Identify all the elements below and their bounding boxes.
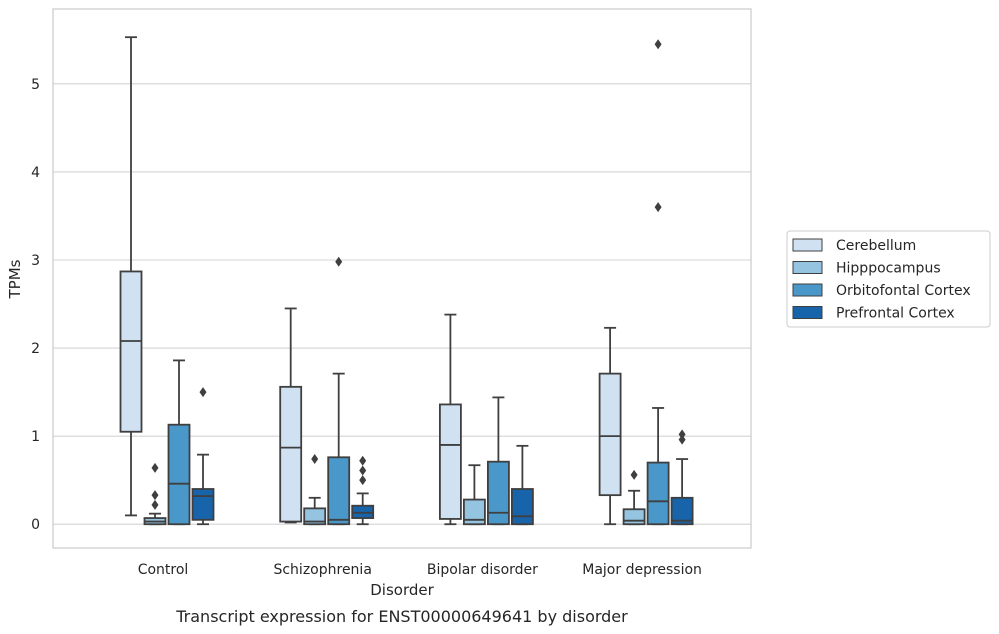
outlier-point [654,202,662,213]
y-tick-labels: 0 1 2 3 4 5 [31,77,40,533]
y-tick-label: 0 [31,517,40,533]
iqr-box [438,403,462,520]
x-tick-label: Schizophrenia [273,562,371,578]
outlier-point [678,429,686,440]
y-axis-label: TPMs [6,259,24,299]
legend: Cerebellum Hipppocampus Orbitofontal Corte… [786,230,991,328]
outlier-point [678,434,686,445]
box-hipppocampus [143,462,167,526]
x-axis-label: Disorder [370,581,434,599]
box-orbitofontal-cortex [327,256,351,526]
iqr-box [303,507,327,526]
plot-frame [52,8,752,549]
iqr-box [191,488,215,521]
grid-lines [53,83,751,525]
outlier-point [199,387,207,398]
legend-swatch [792,261,823,274]
legend-label: Cerebellum [836,238,916,254]
outlier-point [151,490,159,501]
box-hipppocampus [303,454,327,526]
outlier-point [359,465,367,476]
boxes [119,36,694,526]
box-prefrontal-cortex [191,387,215,526]
outlier-point [359,475,367,486]
y-tick-label: 5 [31,77,40,93]
outlier-point [654,39,662,50]
iqr-box [646,461,670,526]
legend-frame [786,230,991,328]
box-orbitofontal-cortex [486,396,510,526]
legend-swatch [792,283,823,297]
box-prefrontal-cortex [351,455,375,526]
iqr-box [462,498,486,526]
legend-label: Hipppocampus [836,261,941,277]
iqr-box [510,488,534,526]
legend-label: Orbitofontal Cortex [836,283,971,299]
x-tick-label: Bipolar disorder [427,562,538,578]
box-cerebellum [119,36,143,517]
y-tick-label: 1 [31,429,40,445]
y-tick-label: 3 [31,253,40,269]
y-tick-label: 2 [31,341,40,357]
legend-label: Prefrontal Cortex [836,306,955,322]
outlier-point [151,462,159,473]
outlier-point [359,455,367,466]
outlier-point [311,454,319,465]
y-tick-label: 4 [31,165,40,181]
box-cerebellum [598,326,622,526]
iqr-box [327,456,351,526]
box-hipppocampus [622,469,646,526]
iqr-box [486,460,510,526]
outlier-point [151,499,159,510]
iqr-box [622,508,646,526]
box-orbitofontal-cortex [646,39,670,526]
box-prefrontal-cortex [670,429,694,526]
x-tick-labels: Control Schizophrenia Bipolar disorder Majo… [138,562,702,578]
box-hipppocampus [462,464,486,526]
x-tick-label: Control [138,562,189,578]
outlier-point [335,256,343,267]
box-orbitofontal-cortex [167,359,191,526]
legend-swatch [792,306,823,319]
iqr-box [119,270,143,433]
iqr-box [598,372,622,497]
legend-swatch [792,238,823,252]
iqr-box [279,385,303,523]
box-prefrontal-cortex [510,444,534,526]
iqr-box [670,496,694,526]
box-cerebellum [279,307,303,524]
x-tick-label: Major depression [582,562,702,578]
outlier-point [630,469,638,480]
iqr-box [167,423,191,526]
box-cerebellum [438,313,462,526]
chart-caption: Transcript expression for ENST0000064964… [175,607,628,626]
